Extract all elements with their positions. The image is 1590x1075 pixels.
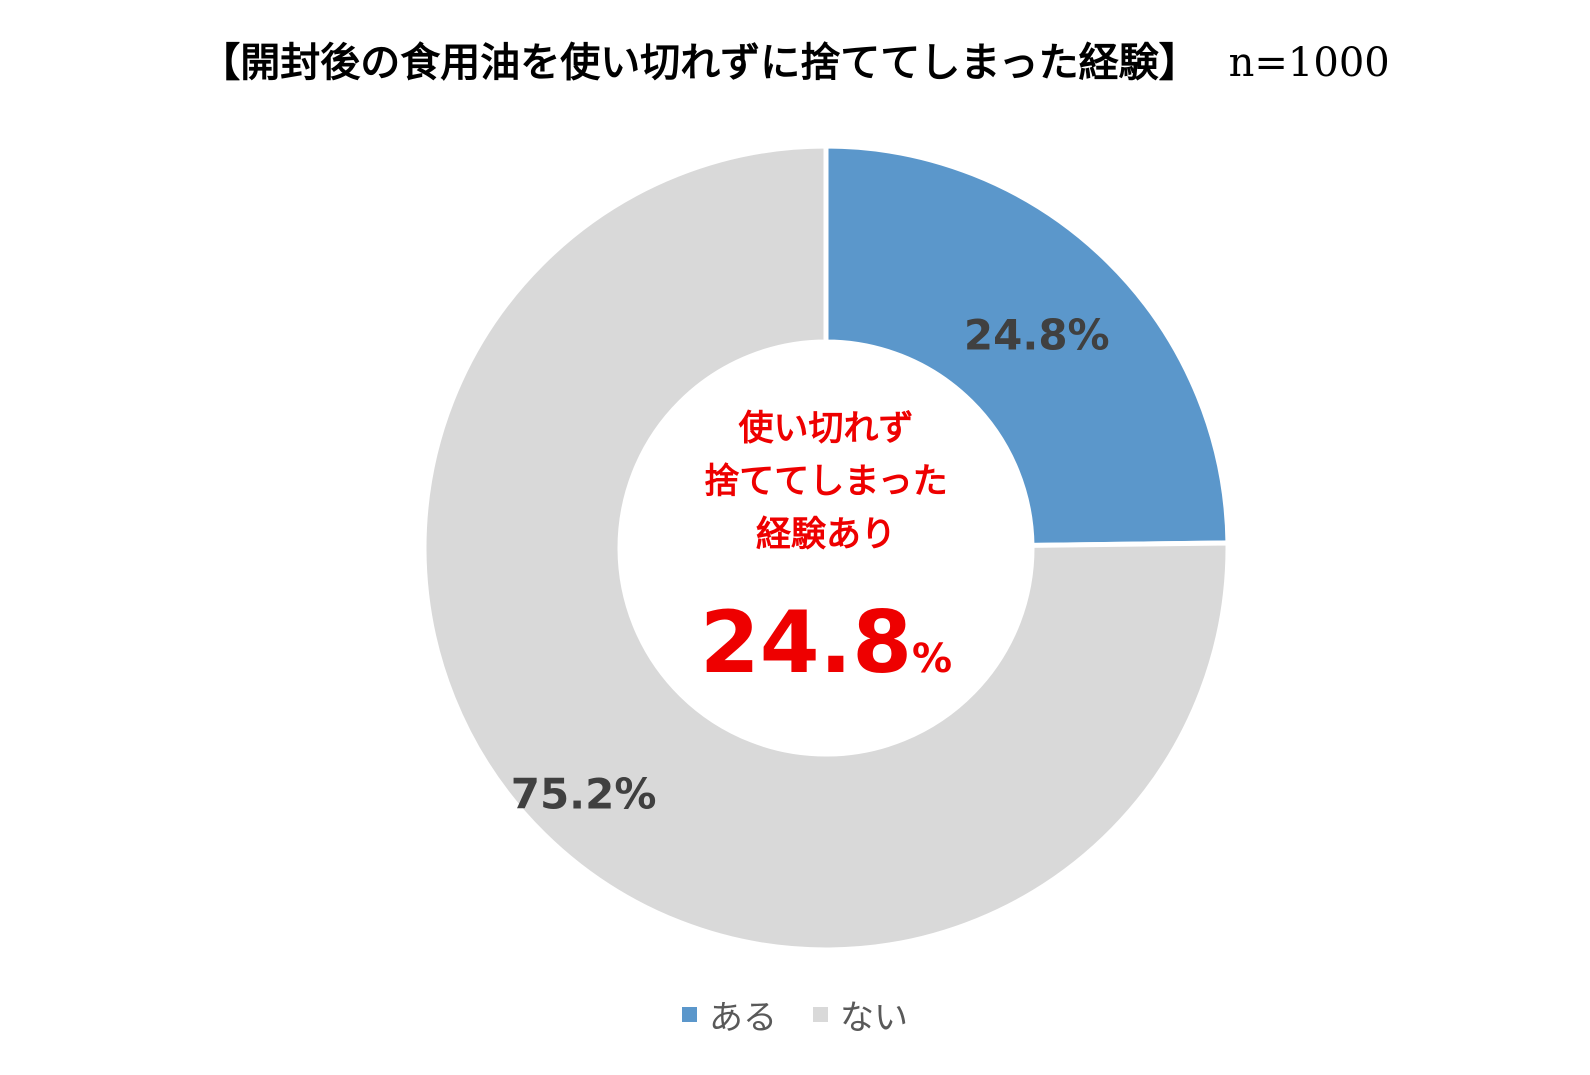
legend-item-1: ある [682,990,777,1039]
title-text: 【開封後の食用油を使い切れずに捨ててしまった経験】 [200,40,1199,86]
data-label-2: 75.2% [511,769,657,818]
legend-label-1: ある [709,998,777,1038]
chart-title: 【開封後の食用油を使い切れずに捨ててしまった経験】 n=1000 [0,30,1590,88]
legend-label-2: ない [840,998,908,1038]
legend-swatch-2 [813,1007,828,1022]
sample-size: n=1000 [1228,40,1390,86]
chart-legend: ある ない [0,990,1590,1039]
data-label-1: 24.8% [964,311,1110,360]
center-label-line-2: 捨ててしまった [704,461,948,502]
donut-slice-2 [421,143,1231,953]
legend-item-2: ない [813,990,908,1039]
center-value: 24.8% [700,593,952,693]
donut-slice-1 [823,143,1231,548]
legend-swatch-1 [682,1007,697,1022]
center-label-line-1: 使い切れず [738,409,913,449]
center-label-line-3: 経験あり [756,515,896,555]
